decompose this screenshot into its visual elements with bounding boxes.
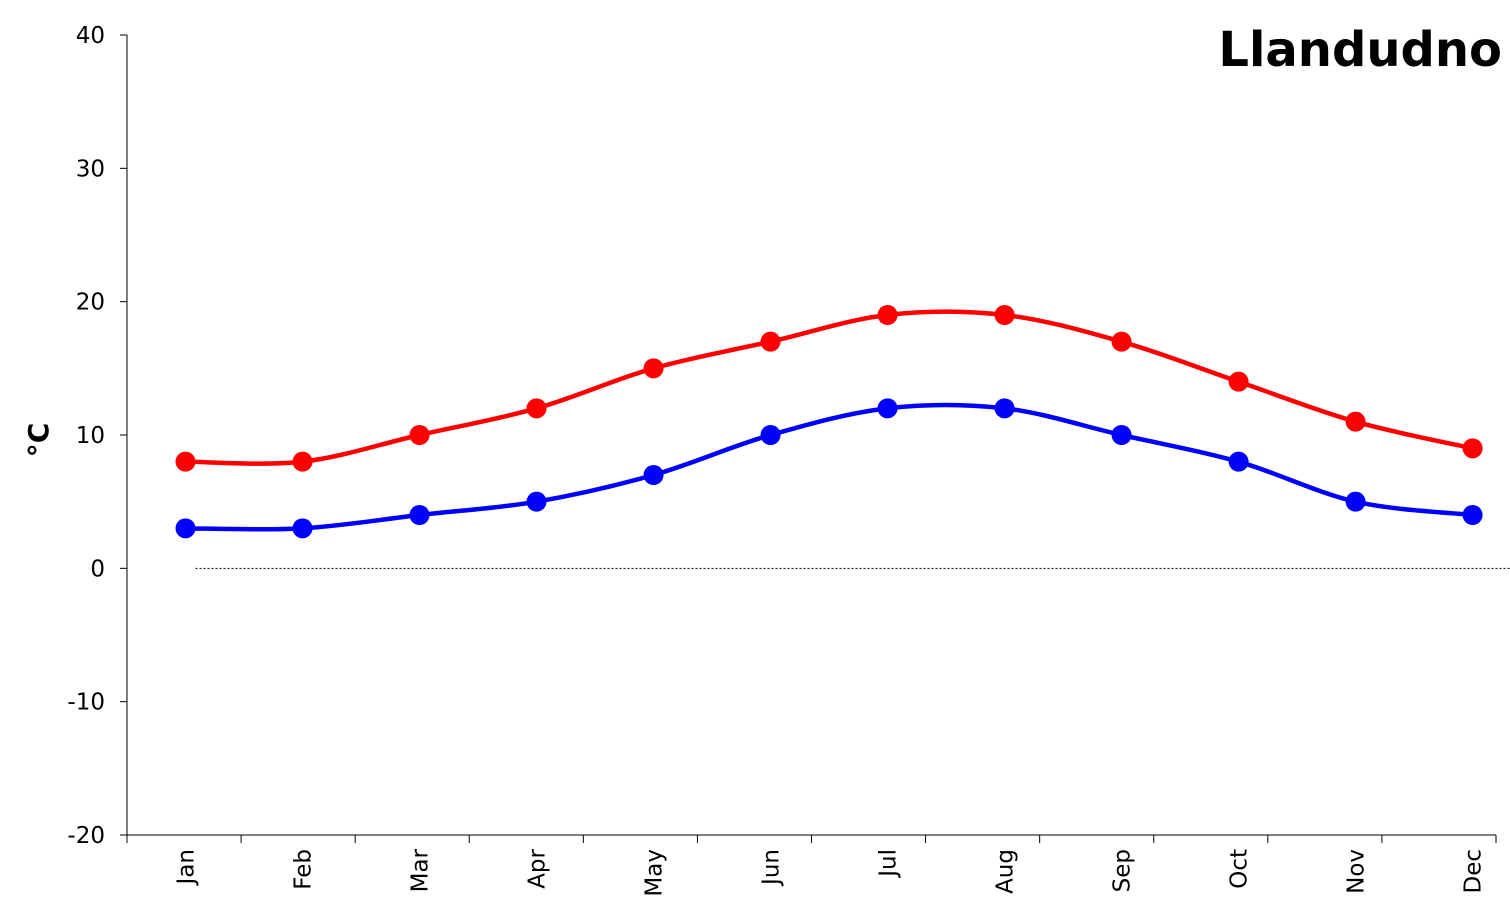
series-1-point bbox=[409, 505, 430, 525]
x-axis-ticks: Jan Feb Mar Apr May Jun Jul Aug Sep Oct Nov Dec bbox=[126, 835, 1497, 897]
series-0-point bbox=[760, 331, 781, 352]
y-axis-ticks: -20 -10 0 10 20 30 40 bbox=[67, 23, 127, 849]
series-0-point bbox=[877, 305, 898, 325]
series-1-point bbox=[1345, 491, 1366, 512]
series-0-point bbox=[1228, 371, 1249, 392]
y-tick-label: 40 bbox=[76, 23, 105, 49]
series-layer bbox=[175, 305, 1483, 539]
x-tick-label: Aug bbox=[993, 849, 1019, 894]
chart-title: Llandudno bbox=[1218, 22, 1502, 78]
series-1-point bbox=[1462, 505, 1483, 525]
series-0-point bbox=[526, 398, 547, 419]
series-0-point bbox=[409, 425, 430, 445]
series-0-line bbox=[185, 309, 1474, 466]
y-tick-label: -10 bbox=[67, 690, 105, 716]
y-axis-label: °C bbox=[22, 423, 55, 458]
series-0-point bbox=[1345, 411, 1366, 432]
x-tick-label: Jun bbox=[759, 849, 785, 887]
series-1-point bbox=[526, 491, 547, 512]
series-0-point bbox=[175, 451, 196, 472]
x-tick-label: Sep bbox=[1110, 849, 1136, 892]
y-tick-label: 10 bbox=[76, 423, 105, 449]
x-tick-label: Nov bbox=[1344, 849, 1370, 894]
x-tick-label: Feb bbox=[291, 849, 317, 890]
series-1-point bbox=[877, 398, 898, 419]
series-1-point bbox=[292, 518, 313, 539]
series-1-point bbox=[994, 398, 1015, 419]
series-1-point bbox=[175, 518, 196, 539]
x-tick-label: Apr bbox=[525, 848, 551, 888]
x-tick-label: Oct bbox=[1227, 849, 1253, 889]
y-tick-label: -20 bbox=[67, 823, 105, 849]
x-tick-label: Jul bbox=[876, 849, 902, 879]
y-tick-label: 30 bbox=[76, 156, 105, 182]
series-0-point bbox=[643, 358, 664, 379]
series-0-point bbox=[994, 305, 1015, 325]
x-tick-label: Dec bbox=[1461, 849, 1487, 894]
series-0-point bbox=[1462, 438, 1483, 459]
x-tick-label: May bbox=[642, 849, 668, 897]
series-0-point bbox=[292, 451, 313, 472]
series-1-point bbox=[643, 465, 664, 485]
series-1-point bbox=[1111, 425, 1132, 445]
x-tick-label: Jan bbox=[174, 849, 200, 886]
y-tick-label: 20 bbox=[76, 290, 105, 316]
y-tick-label: 0 bbox=[90, 556, 105, 582]
series-1-line bbox=[185, 402, 1473, 532]
series-1-point bbox=[760, 425, 781, 445]
series-0-point bbox=[1111, 331, 1132, 352]
series-1-point bbox=[1228, 451, 1249, 472]
x-tick-label: Mar bbox=[408, 848, 434, 892]
